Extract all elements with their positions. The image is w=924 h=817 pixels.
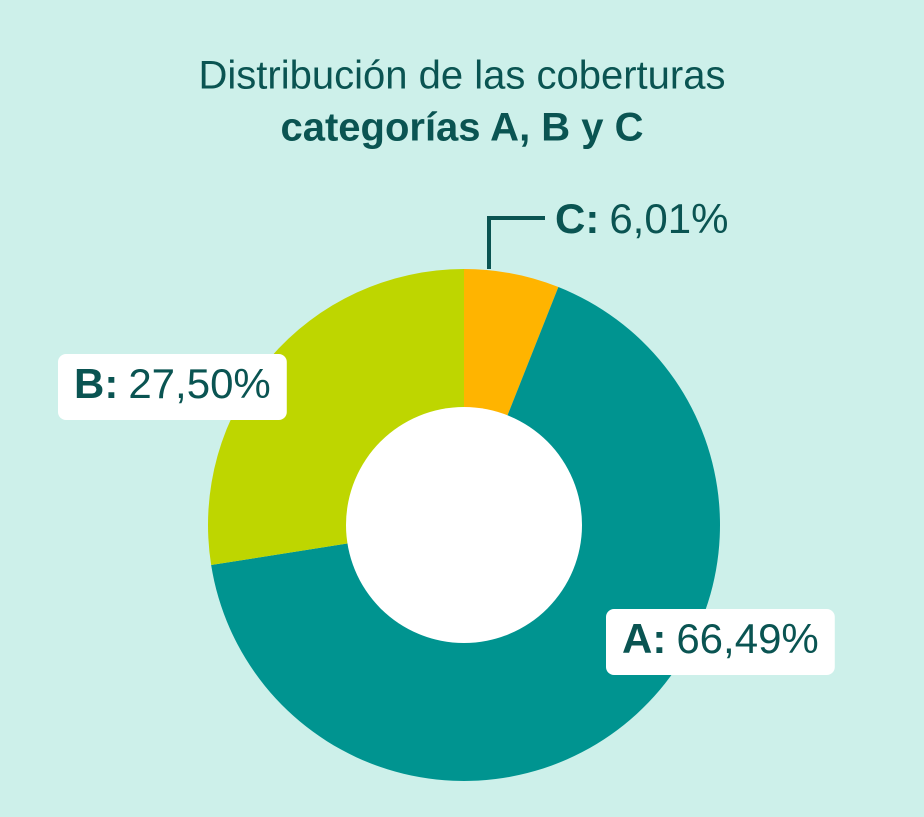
label-text: A: 66,49%	[622, 615, 819, 662]
label-value: 6,01%	[609, 195, 728, 242]
data-label: C: 6,01%	[555, 195, 728, 242]
label-category: C:	[555, 195, 599, 242]
label-text: B: 27,50%	[74, 360, 271, 407]
label-box	[606, 609, 835, 675]
leader-line	[487, 216, 545, 269]
labels: C: 6,01% A: 66,49% B: 27,50%	[58, 195, 835, 675]
label-value: 66,49%	[676, 615, 818, 662]
label-text: C: 6,01%	[555, 195, 728, 242]
data-label: A: 66,49%	[606, 609, 835, 675]
label-category: B:	[74, 360, 118, 407]
chart-subtitle: categorías A, B y C	[280, 106, 643, 150]
label-value: 27,50%	[128, 360, 270, 407]
data-label: B: 27,50%	[58, 354, 287, 420]
label-category: A:	[622, 615, 666, 662]
label-box	[58, 354, 287, 420]
chart-title: Distribución de las coberturas	[199, 54, 726, 98]
donut-hole	[346, 407, 582, 643]
